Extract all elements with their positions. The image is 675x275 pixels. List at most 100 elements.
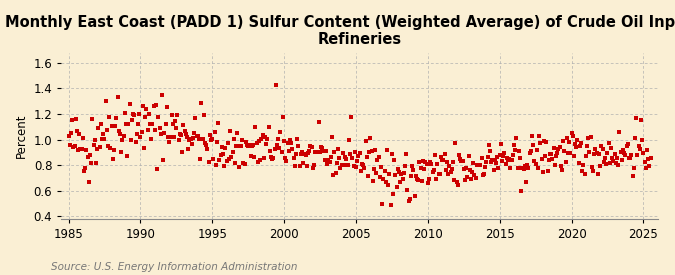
Point xyxy=(458,167,469,171)
Point xyxy=(250,125,261,129)
Point xyxy=(105,146,116,150)
Point xyxy=(466,177,477,181)
Point xyxy=(539,138,549,143)
Point xyxy=(238,161,249,165)
Point xyxy=(293,144,304,148)
Point xyxy=(558,139,568,143)
Point xyxy=(486,160,497,164)
Point xyxy=(385,202,396,207)
Point xyxy=(319,158,330,162)
Point xyxy=(252,160,263,164)
Point xyxy=(448,160,458,164)
Point xyxy=(101,99,111,103)
Point xyxy=(226,155,237,160)
Point xyxy=(340,155,350,159)
Point xyxy=(587,165,597,169)
Point xyxy=(222,141,233,145)
Point xyxy=(493,166,504,171)
Point xyxy=(209,130,220,134)
Point xyxy=(518,166,529,171)
Point xyxy=(126,138,136,142)
Point xyxy=(116,150,127,154)
Point xyxy=(551,153,562,158)
Point xyxy=(296,150,307,154)
Point xyxy=(390,173,401,177)
Point xyxy=(556,163,566,168)
Point xyxy=(481,160,492,164)
Point xyxy=(336,163,347,167)
Point xyxy=(333,156,344,160)
Point xyxy=(400,163,410,168)
Point xyxy=(215,153,226,157)
Point xyxy=(95,121,106,126)
Point xyxy=(445,170,456,174)
Point xyxy=(217,145,227,150)
Point xyxy=(463,154,474,158)
Point xyxy=(511,136,522,140)
Point xyxy=(536,157,547,161)
Point xyxy=(574,144,585,149)
Point xyxy=(232,131,243,136)
Point xyxy=(304,148,315,153)
Point xyxy=(151,103,161,108)
Point xyxy=(377,202,387,206)
Point xyxy=(323,158,334,162)
Point xyxy=(184,138,195,142)
Point xyxy=(81,148,92,153)
Point xyxy=(446,167,457,171)
Point xyxy=(369,167,379,172)
Point xyxy=(87,117,98,121)
Point xyxy=(541,139,551,144)
Point xyxy=(196,100,207,105)
Point xyxy=(381,180,392,185)
Point xyxy=(580,154,591,158)
Point xyxy=(489,158,500,162)
Point xyxy=(540,153,551,158)
Point xyxy=(173,138,184,142)
Point xyxy=(577,169,588,174)
Point xyxy=(579,172,590,176)
Point xyxy=(488,168,499,172)
Point xyxy=(462,175,472,180)
Point xyxy=(626,153,637,157)
Point xyxy=(178,123,189,127)
Point xyxy=(148,104,159,108)
Title: Monthly East Coast (PADD 1) Sulfur Content (Weighted Average) of Crude Oil Input: Monthly East Coast (PADD 1) Sulfur Conte… xyxy=(5,15,675,47)
Point xyxy=(236,143,246,148)
Point xyxy=(437,158,448,163)
Point xyxy=(431,177,441,181)
Point xyxy=(625,156,636,160)
Point xyxy=(265,155,276,159)
Point xyxy=(624,155,634,160)
Point xyxy=(135,134,146,139)
Point xyxy=(195,156,206,161)
Point xyxy=(522,163,533,167)
Point xyxy=(169,135,180,140)
Point xyxy=(142,128,153,133)
Point xyxy=(601,161,612,166)
Point xyxy=(313,120,324,125)
Point xyxy=(637,138,647,143)
Point xyxy=(450,141,461,145)
Point xyxy=(76,147,87,152)
Point xyxy=(630,116,641,120)
Point xyxy=(441,160,452,164)
Point xyxy=(136,130,147,134)
Point xyxy=(584,150,595,155)
Point xyxy=(188,136,198,141)
Point xyxy=(202,147,213,151)
Point xyxy=(535,140,546,145)
Point xyxy=(612,156,622,160)
Point xyxy=(506,158,517,162)
Point xyxy=(270,82,281,87)
Point xyxy=(475,163,486,167)
Point xyxy=(63,134,74,138)
Point xyxy=(324,160,335,164)
Point xyxy=(591,151,602,156)
Point xyxy=(147,122,158,126)
Point xyxy=(503,158,514,162)
Point xyxy=(494,152,505,157)
Point xyxy=(106,124,117,128)
Point xyxy=(412,177,423,182)
Point xyxy=(551,151,562,155)
